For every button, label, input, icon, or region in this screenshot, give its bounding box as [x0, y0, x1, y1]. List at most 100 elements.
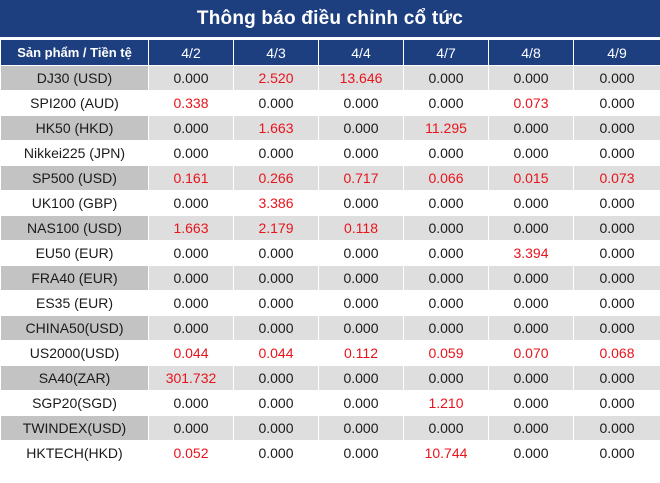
dividend-value-cell: 0.000: [488, 140, 574, 166]
dividend-value-cell: 0.000: [403, 265, 489, 291]
dividend-value-cell: 0.000: [403, 190, 489, 216]
dividend-value-cell: 0.112: [318, 340, 404, 366]
dividend-value-cell: 0.000: [573, 215, 660, 241]
dividend-value-cell: 0.000: [318, 240, 404, 266]
dividend-value-cell: 0.000: [488, 365, 574, 391]
dividend-value-cell: 0.000: [148, 140, 234, 166]
dividend-value-cell: 0.000: [148, 190, 234, 216]
table-row: US2000(USD) 0.044 0.044 0.112 0.059 0.070 0.06…: [0, 340, 660, 366]
column-header-date: 4/3: [233, 39, 319, 66]
dividend-value-cell: 0.000: [488, 115, 574, 141]
dividend-value-cell: 0.044: [233, 340, 319, 366]
table-row: FRA40 (EUR) 0.000 0.000 0.000 0.000 0.000 0.00…: [0, 265, 660, 291]
product-cell: SGP20(SGD): [0, 390, 149, 416]
product-cell: SP500 (USD): [0, 165, 149, 191]
dividend-value-cell: 301.732: [148, 365, 234, 391]
dividend-value-cell: 0.000: [573, 140, 660, 166]
dividend-value-cell: 10.744: [403, 440, 489, 466]
dividend-value-cell: 0.073: [488, 90, 574, 116]
dividend-value-cell: 0.000: [488, 190, 574, 216]
dividend-value-cell: 0.000: [233, 90, 319, 116]
column-header-date: 4/7: [403, 39, 489, 66]
table-row: HKTECH(HKD) 0.052 0.000 0.000 10.744 0.000 0.0…: [0, 440, 660, 466]
dividend-value-cell: 1.663: [233, 115, 319, 141]
table-row: CHINA50(USD) 0.000 0.000 0.000 0.000 0.000 0.0…: [0, 315, 660, 341]
dividend-value-cell: 0.000: [488, 440, 574, 466]
product-cell: DJ30 (USD): [0, 65, 149, 91]
dividend-value-cell: 1.663: [148, 215, 234, 241]
dividend-value-cell: 0.000: [573, 290, 660, 316]
column-header-date: 4/8: [488, 39, 574, 66]
dividend-value-cell: 0.000: [488, 315, 574, 341]
dividend-value-cell: 13.646: [318, 65, 404, 91]
dividend-value-cell: 0.000: [233, 315, 319, 341]
dividend-value-cell: 0.000: [148, 290, 234, 316]
dividend-value-cell: 0.000: [233, 440, 319, 466]
dividend-value-cell: 0.000: [573, 265, 660, 291]
dividend-value-cell: 0.000: [488, 415, 574, 441]
column-header-product: Sản phẩm / Tiền tệ: [0, 39, 149, 66]
product-cell: US2000(USD): [0, 340, 149, 366]
dividend-value-cell: 0.000: [403, 240, 489, 266]
dividend-value-cell: 0.073: [573, 165, 660, 191]
dividend-value-cell: 0.000: [488, 215, 574, 241]
dividend-value-cell: 0.000: [573, 390, 660, 416]
dividend-value-cell: 0.000: [318, 190, 404, 216]
dividend-value-cell: 0.015: [488, 165, 574, 191]
dividend-value-cell: 0.000: [318, 290, 404, 316]
dividend-value-cell: 0.000: [573, 240, 660, 266]
table-row: ES35 (EUR) 0.000 0.000 0.000 0.000 0.000 0.000: [0, 290, 660, 316]
product-cell: CHINA50(USD): [0, 315, 149, 341]
product-cell: TWINDEX(USD): [0, 415, 149, 441]
dividend-value-cell: 0.000: [318, 415, 404, 441]
dividend-value-cell: 0.044: [148, 340, 234, 366]
dividend-value-cell: 0.066: [403, 165, 489, 191]
dividend-value-cell: 0.118: [318, 215, 404, 241]
table-row: HK50 (HKD) 0.000 1.663 0.000 11.295 0.000 0.00…: [0, 115, 660, 141]
dividend-value-cell: 0.000: [318, 265, 404, 291]
dividend-value-cell: 0.000: [233, 390, 319, 416]
dividend-value-cell: 0.000: [573, 365, 660, 391]
dividend-value-cell: 0.000: [148, 115, 234, 141]
dividend-value-cell: 0.000: [573, 315, 660, 341]
dividend-value-cell: 0.059: [403, 340, 489, 366]
dividend-value-cell: 0.000: [403, 365, 489, 391]
column-header-date: 4/2: [148, 39, 234, 66]
dividend-value-cell: 0.717: [318, 165, 404, 191]
product-cell: Nikkei225 (JPN): [0, 140, 149, 166]
product-cell: FRA40 (EUR): [0, 265, 149, 291]
dividend-value-cell: 0.000: [318, 365, 404, 391]
dividend-value-cell: 0.000: [233, 290, 319, 316]
table-row: NAS100 (USD) 1.663 2.179 0.118 0.000 0.000 0.0…: [0, 215, 660, 241]
dividend-value-cell: 11.295: [403, 115, 489, 141]
dividend-value-cell: 0.000: [403, 215, 489, 241]
column-header-date: 4/4: [318, 39, 404, 66]
table-row: SGP20(SGD) 0.000 0.000 0.000 1.210 0.000 0.000: [0, 390, 660, 416]
dividend-value-cell: 3.386: [233, 190, 319, 216]
dividend-value-cell: 0.000: [318, 140, 404, 166]
product-cell: SPI200 (AUD): [0, 90, 149, 116]
dividend-value-cell: 0.000: [318, 90, 404, 116]
product-cell: SA40(ZAR): [0, 365, 149, 391]
dividend-value-cell: 1.210: [403, 390, 489, 416]
column-header-date: 4/9: [573, 39, 660, 66]
dividend-value-cell: 0.000: [573, 440, 660, 466]
dividend-value-cell: 0.068: [573, 340, 660, 366]
product-cell: UK100 (GBP): [0, 190, 149, 216]
table-row: SA40(ZAR) 301.732 0.000 0.000 0.000 0.000 0.00…: [0, 365, 660, 391]
table-header-row: Sản phẩm / Tiền tệ 4/2 4/3 4/4 4/7 4/8 4…: [0, 39, 660, 66]
dividend-value-cell: 0.000: [403, 140, 489, 166]
dividend-value-cell: 0.000: [403, 415, 489, 441]
product-cell: HK50 (HKD): [0, 115, 149, 141]
dividend-value-cell: 0.000: [148, 240, 234, 266]
dividend-value-cell: 0.000: [148, 65, 234, 91]
dividend-value-cell: 0.000: [148, 265, 234, 291]
dividend-value-cell: 0.000: [488, 390, 574, 416]
dividend-value-cell: 0.000: [233, 140, 319, 166]
dividend-value-cell: 0.000: [488, 290, 574, 316]
product-cell: NAS100 (USD): [0, 215, 149, 241]
product-cell: HKTECH(HKD): [0, 440, 149, 466]
table-row: SPI200 (AUD) 0.338 0.000 0.000 0.000 0.073 0.0…: [0, 90, 660, 116]
dividend-value-cell: 0.266: [233, 165, 319, 191]
